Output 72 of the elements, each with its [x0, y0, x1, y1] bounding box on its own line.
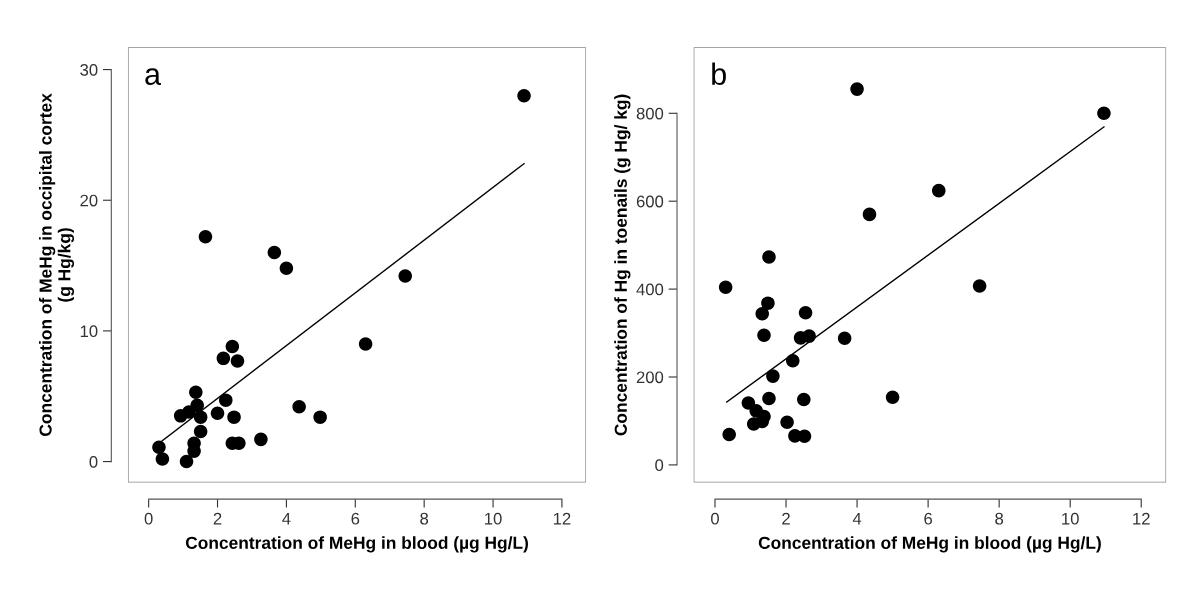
point	[885, 390, 900, 404]
point	[198, 230, 213, 244]
point	[797, 429, 812, 444]
x-axis-title: Concentration of MeHg in blood (µg Hg/L)	[185, 536, 528, 553]
annotation: b	[712, 62, 726, 86]
point	[210, 406, 225, 420]
point	[152, 440, 166, 454]
point	[972, 279, 987, 293]
y-axis-title: Concentration of MeHg in occipital cortex (g Hg/kg)	[38, 93, 75, 436]
point	[780, 415, 794, 430]
y-tick-label: 10	[80, 325, 98, 338]
x-tick-label: 4	[852, 512, 862, 525]
point	[254, 432, 268, 447]
point	[762, 250, 776, 264]
y-tick-label: 800	[636, 107, 664, 120]
point	[313, 410, 327, 424]
point	[797, 392, 811, 407]
point	[155, 452, 170, 466]
point	[722, 427, 736, 442]
point	[398, 269, 412, 283]
y-tick-label: 0	[89, 455, 98, 468]
point	[219, 393, 233, 407]
x-tick-label: 0	[711, 512, 719, 525]
x-tick-label: 4	[282, 512, 291, 525]
point	[718, 280, 733, 295]
point	[292, 399, 306, 414]
point	[1097, 106, 1111, 121]
point	[358, 337, 373, 351]
y-tick-label: 30	[80, 63, 98, 76]
point	[786, 353, 800, 368]
x-tick-label: 8	[420, 512, 429, 525]
x-tick-label: 6	[351, 512, 360, 525]
point	[216, 351, 231, 366]
point	[279, 261, 294, 275]
y-tick-label: 400	[636, 283, 664, 296]
point	[932, 183, 946, 198]
point	[267, 245, 282, 260]
y-tick-label: 600	[636, 195, 664, 208]
x-tick-label: 12	[1133, 512, 1150, 525]
point	[766, 369, 780, 383]
y-tick-label: 20	[80, 194, 98, 207]
point	[850, 82, 864, 96]
point	[802, 329, 816, 343]
point	[193, 424, 208, 439]
x-tick-label: 6	[924, 512, 933, 525]
point	[179, 454, 194, 469]
x-tick-label: 2	[782, 512, 790, 525]
point	[798, 306, 813, 320]
x-tick-label: 2	[213, 512, 222, 525]
x-tick-label: 10	[1062, 512, 1079, 525]
point	[517, 88, 531, 103]
point	[837, 331, 852, 346]
annotation: a	[145, 68, 161, 86]
y-tick-label: 200	[636, 371, 664, 384]
point	[230, 354, 245, 368]
y-axis-title: Concentration of Hg in toenails (g Hg/ kg)	[614, 94, 631, 436]
point	[227, 410, 241, 424]
x-tick-label: 12	[553, 512, 571, 525]
point	[757, 328, 771, 343]
x-axis-title: Concentration of MeHg in blood (µg Hg/L)	[758, 536, 1101, 553]
point	[761, 296, 775, 310]
point	[189, 385, 203, 400]
point	[173, 409, 188, 423]
point	[762, 391, 776, 406]
point	[193, 410, 208, 424]
x-tick-label: 0	[144, 512, 153, 525]
x-tick-label: 8	[995, 512, 1004, 525]
point	[755, 306, 769, 321]
x-tick-label: 10	[485, 512, 502, 525]
point	[225, 339, 240, 354]
y-tick-label: 0	[655, 459, 664, 472]
point	[862, 207, 877, 222]
